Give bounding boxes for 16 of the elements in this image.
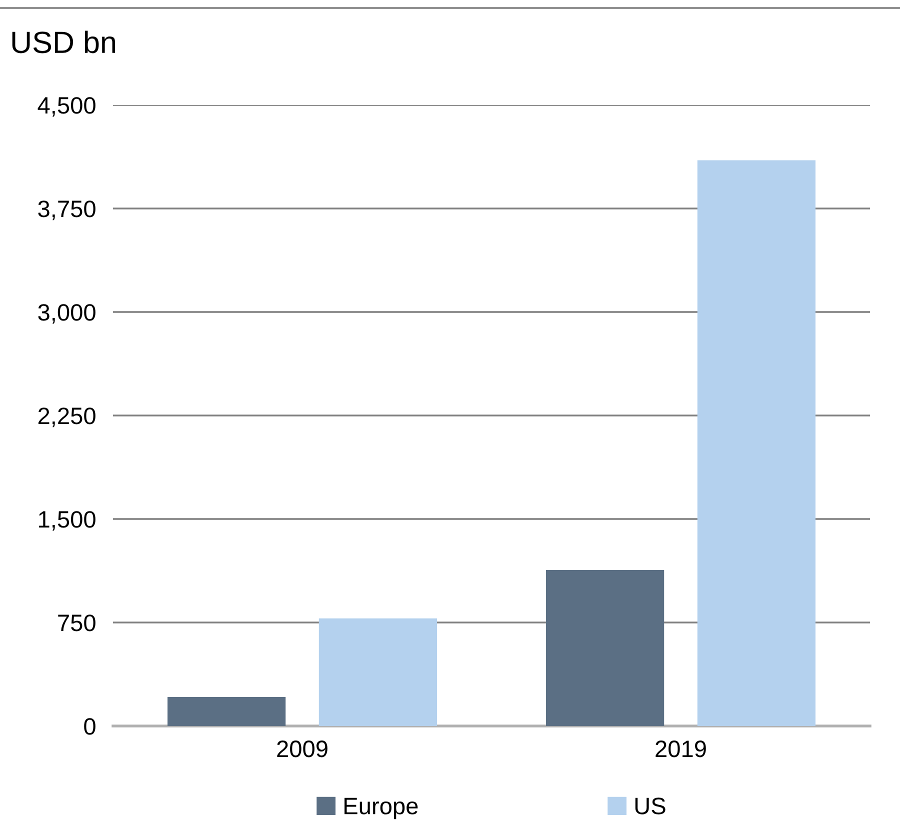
x-tick-label: 2019 (656, 740, 706, 758)
y-tick-label: 3,750 (38, 200, 96, 220)
y-tick-label: 2,250 (38, 408, 96, 428)
legend-label: US (635, 798, 666, 814)
y-tick-label: 4,500 (38, 97, 96, 117)
x-tick-label: 2009 (277, 740, 328, 758)
bar (697, 160, 816, 726)
bar (546, 570, 664, 726)
bar (168, 697, 286, 726)
y-tick-label: 0 (84, 718, 96, 735)
y-tick-label: 1,500 (39, 511, 96, 531)
y-tick-label: 750 (58, 614, 96, 632)
y-tick-label: 3,000 (38, 304, 96, 324)
bar (318, 618, 437, 726)
legend-label: Europe (344, 798, 418, 820)
chart-title: USD bn (12, 30, 116, 54)
